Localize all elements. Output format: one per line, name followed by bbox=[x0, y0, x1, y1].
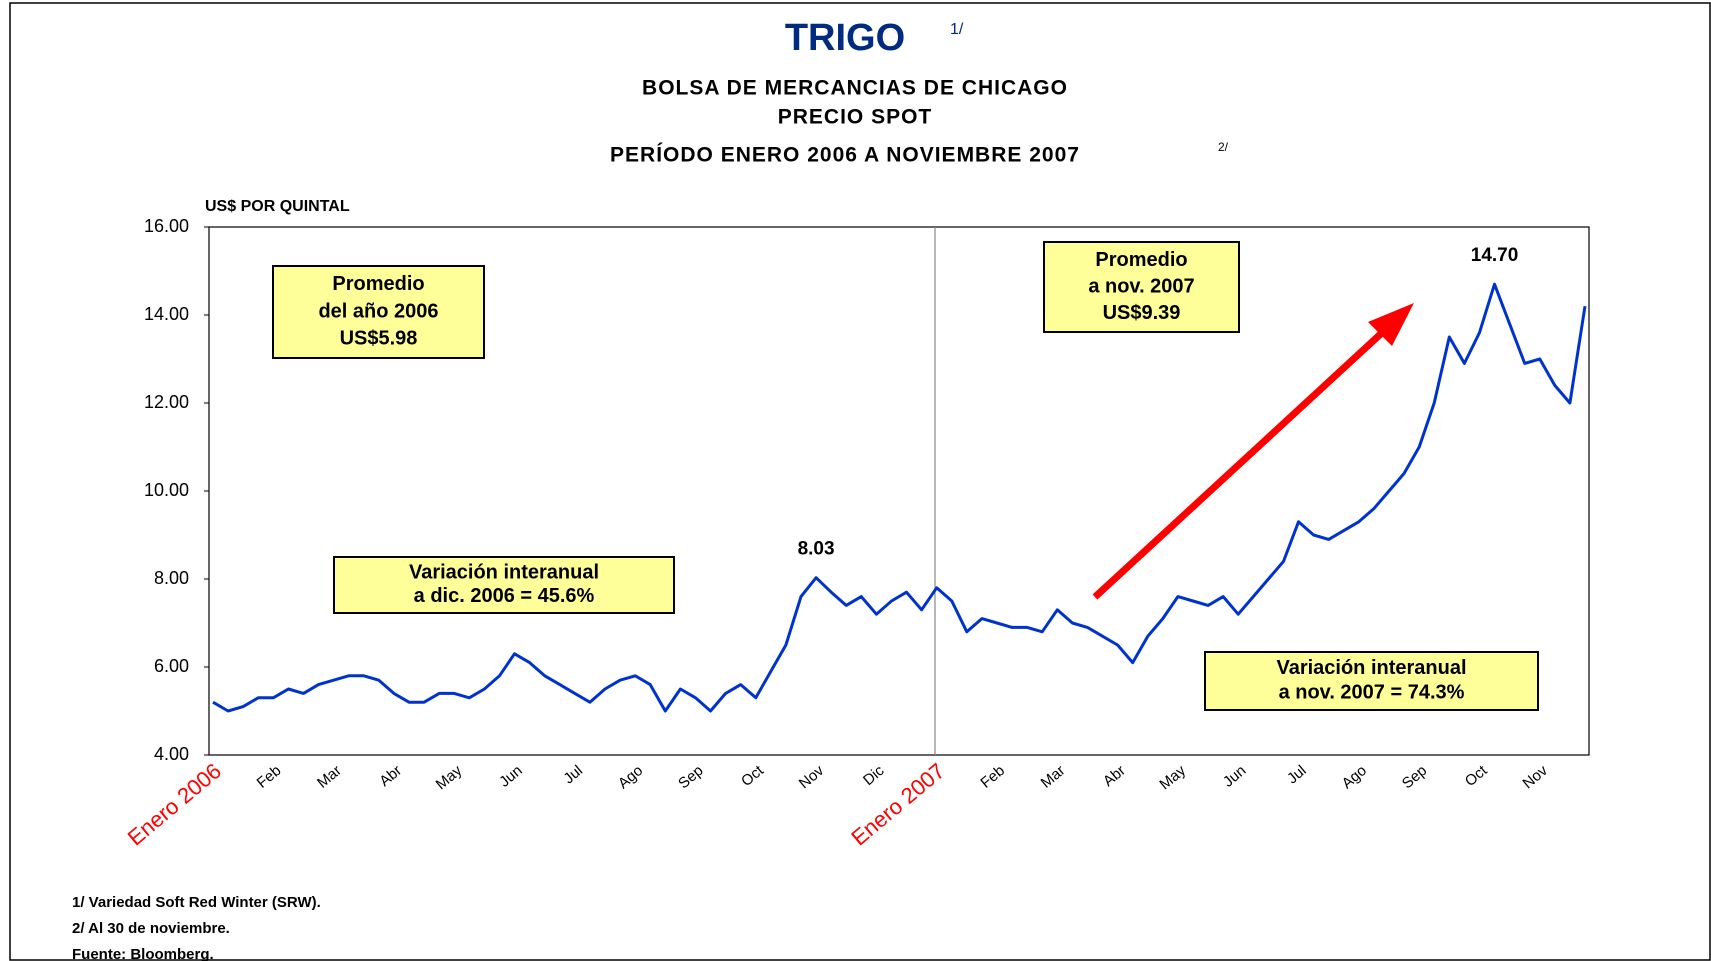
x-tick-label: Feb bbox=[977, 762, 1008, 792]
annotations: Promedio del año 2006 US$5.98 Promedio a nov… bbox=[272, 241, 1539, 711]
annotation-text: del año 2006 bbox=[318, 300, 438, 322]
trend-arrow-head bbox=[1368, 303, 1414, 346]
x-tick-label: Ago bbox=[1339, 762, 1370, 792]
subtitle: BOLSA DE MERCANCIAS DE CHICAGO bbox=[642, 77, 1068, 100]
annotation-box bbox=[1204, 651, 1539, 711]
x-tick-label: Sep bbox=[675, 762, 706, 792]
x-tick-label: Oct bbox=[1462, 762, 1491, 791]
frame bbox=[9, 2, 1711, 961]
annotation-text: Variación interanual bbox=[409, 562, 599, 584]
subtitle: PRECIO SPOT bbox=[778, 106, 933, 129]
footnote: Fuente: Bloomberg. bbox=[72, 946, 214, 961]
footnote: 1/ Variedad Soft Red Winter (SRW). bbox=[72, 894, 321, 911]
y-tick-label: 8.00 bbox=[154, 568, 189, 588]
y-axis-label: US$ POR QUINTAL bbox=[205, 198, 350, 215]
annotation-text: Promedio bbox=[1095, 249, 1187, 271]
x-tick-label: Jun bbox=[1220, 762, 1249, 791]
annotation-box bbox=[333, 556, 675, 614]
x-tick-label: Enero 2007 bbox=[846, 758, 949, 850]
x-tick-label: Abr bbox=[376, 762, 405, 790]
x-tick-label: Jun bbox=[496, 762, 525, 791]
x-tick-label: Nov bbox=[796, 762, 828, 792]
annotation-text: Variación interanual bbox=[1276, 657, 1466, 679]
x-tick-label: Sep bbox=[1399, 762, 1430, 792]
y-tick-label: 16.00 bbox=[144, 216, 189, 236]
annotation-text: a nov. 2007 = 74.3% bbox=[1279, 681, 1465, 703]
y-tick-label: 6.00 bbox=[154, 656, 189, 676]
x-tick-label: Dic bbox=[860, 762, 888, 789]
annotation-text: a dic. 2006 = 45.6% bbox=[414, 585, 595, 607]
x-tick-label: Feb bbox=[254, 762, 285, 792]
x-tick-label: Abr bbox=[1100, 762, 1129, 790]
title-note: 1/ bbox=[950, 21, 964, 38]
chart-title: TRIGO bbox=[785, 17, 905, 59]
x-tick-label: Ago bbox=[615, 762, 646, 792]
annotation-box bbox=[1043, 241, 1240, 333]
footnote: 2/ Al 30 de noviembre. bbox=[72, 920, 230, 937]
x-tick-label: Nov bbox=[1520, 762, 1552, 792]
x-tick-label: Mar bbox=[1038, 762, 1069, 792]
x-tick-label: May bbox=[1156, 762, 1189, 794]
data-label: 14.70 bbox=[1471, 245, 1519, 266]
y-tick-label: 10.00 bbox=[144, 480, 189, 500]
y-tick-label: 12.00 bbox=[144, 392, 189, 412]
data-label: 8.03 bbox=[798, 539, 835, 560]
x-tick-label: Enero 2006 bbox=[123, 758, 226, 850]
x-tick-label: May bbox=[433, 762, 466, 794]
price-line bbox=[212, 282, 1587, 713]
trend-arrow bbox=[1092, 327, 1388, 600]
x-tick-label: Mar bbox=[314, 762, 345, 792]
x-tick-label: Jul bbox=[560, 762, 586, 787]
x-tick-label: Jul bbox=[1284, 762, 1310, 787]
annotation-text: a nov. 2007 bbox=[1088, 275, 1194, 297]
y-tick-label: 14.00 bbox=[144, 304, 189, 324]
annotation-box bbox=[272, 265, 485, 359]
annotation-text: Promedio bbox=[332, 273, 424, 295]
y-tick-label: 4.00 bbox=[154, 744, 189, 764]
subtitle-note: 2/ bbox=[1218, 140, 1229, 154]
subtitle: PERÍODO ENERO 2006 A NOVIEMBRE 2007 bbox=[610, 144, 1080, 167]
x-tick-label: Oct bbox=[738, 762, 767, 791]
annotation-text: US$5.98 bbox=[340, 327, 418, 349]
annotation-text: US$9.39 bbox=[1103, 302, 1181, 324]
